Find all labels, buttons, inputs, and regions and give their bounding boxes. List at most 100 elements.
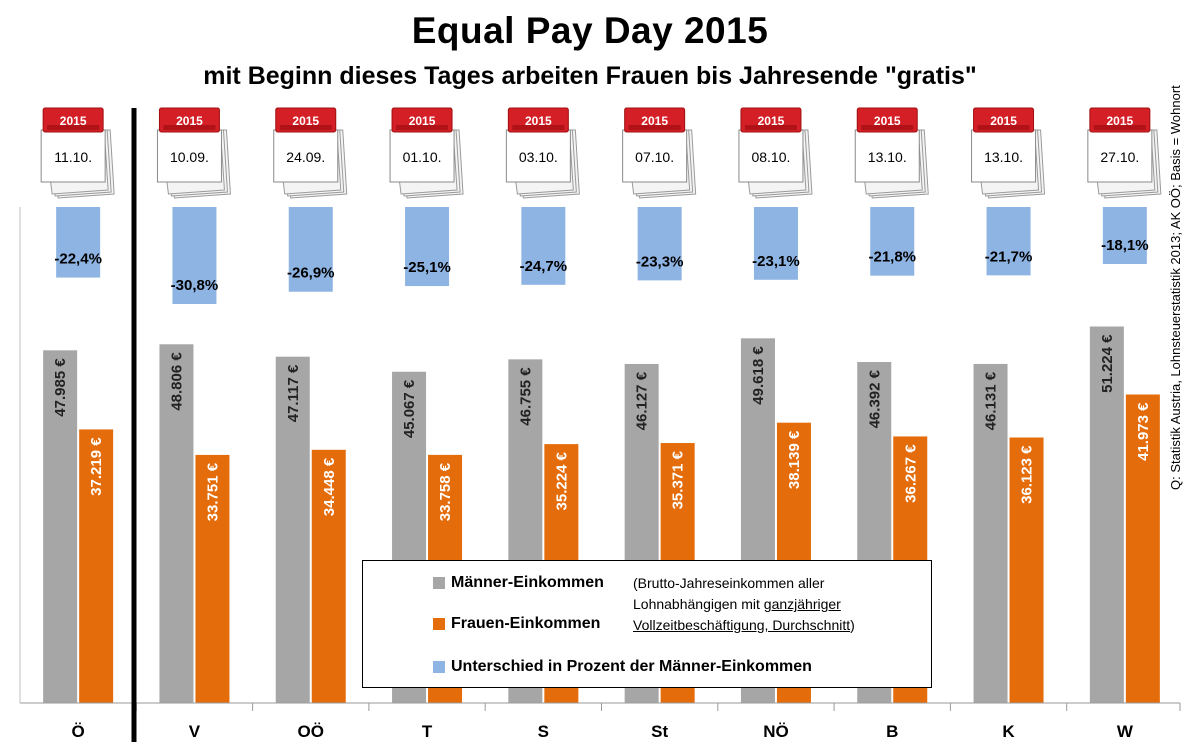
- diff-bar: [172, 207, 217, 305]
- legend-label-women: Frauen-Einkommen: [451, 615, 601, 632]
- legend-box: Männer-Einkommen Frauen-Einkommen Unters…: [362, 560, 932, 688]
- calendar-icon: 2015 13.10.: [971, 107, 1046, 199]
- calendar-icon: 2015 03.10.: [505, 107, 580, 199]
- diff-bar: [1102, 207, 1147, 265]
- calendar-year: 2015: [758, 114, 785, 128]
- men-value-label: 46.392 €: [866, 369, 883, 428]
- calendar-year: 2015: [176, 114, 203, 128]
- calendar-sheet-icon: [971, 129, 1037, 183]
- calendar-year: 2015: [60, 114, 87, 128]
- legend-note-line3-b: ): [850, 617, 855, 633]
- diff-label: -18,1%: [1101, 237, 1149, 254]
- calendar-sheet-icon: [40, 129, 106, 183]
- legend-note-line2: Lohnabhängigen mit ganzjähriger: [633, 594, 855, 615]
- men-value-label: 51.224 €: [1099, 334, 1116, 393]
- women-value-label: 33.758 €: [437, 462, 454, 521]
- calendar-sheet-icon: [622, 129, 688, 183]
- calendar-sheet-icon: [738, 129, 804, 183]
- category-label: NÖ: [763, 722, 789, 741]
- calendar-date: 03.10.: [519, 149, 558, 165]
- calendar-icon: 2015 07.10.: [622, 107, 697, 199]
- chart-title: Equal Pay Day 2015: [411, 10, 769, 51]
- diff-bar: [405, 207, 450, 287]
- men-value-label: 46.127 €: [634, 371, 651, 430]
- calendar-sheet-icon: [389, 129, 455, 183]
- calendar-date: 01.10.: [403, 149, 442, 165]
- diff-bar: [288, 207, 333, 292]
- calendar-icon: 2015 01.10.: [389, 107, 464, 199]
- women-value-label: 34.448 €: [321, 457, 338, 516]
- men-bar: [1089, 326, 1124, 703]
- diff-label: -25,1%: [403, 259, 451, 276]
- calendar-binding-icon: [512, 125, 565, 130]
- calendar-icon: 2015 10.09.: [156, 107, 231, 199]
- women-value-label: 37.219 €: [88, 437, 105, 496]
- men-bar: [43, 350, 78, 703]
- women-bar: [1125, 394, 1160, 703]
- difference-bars-layer: -22,4% -30,8% -26,9% -25,1% -24,7% -23,3% -23,…: [54, 207, 1149, 305]
- men-bar: [159, 344, 194, 703]
- calendar-sheet-icon: [505, 129, 571, 183]
- calendar-binding-icon: [861, 125, 914, 130]
- calendar-binding-icon: [628, 125, 681, 130]
- legend-swatch-men: [433, 577, 445, 589]
- calendar-binding-icon: [977, 125, 1030, 130]
- category-label: B: [886, 722, 898, 741]
- diff-label: -21,7%: [985, 248, 1033, 265]
- women-value-label: 38.139 €: [786, 430, 803, 489]
- calendar-icon: 2015 11.10.: [40, 107, 115, 199]
- legend-note-line2-b: ganzjähriger: [763, 596, 841, 612]
- category-label: K: [1002, 722, 1015, 741]
- men-value-label: 45.067 €: [401, 379, 418, 438]
- men-value-label: 47.117 €: [285, 364, 302, 422]
- legend-swatch-women: [433, 618, 445, 630]
- calendar-icon: 2015 08.10.: [738, 107, 813, 199]
- category-label: W: [1117, 722, 1134, 741]
- calendar-icon: 2015 27.10.: [1087, 107, 1162, 199]
- men-value-label: 48.806 €: [168, 352, 185, 411]
- calendar-binding-icon: [47, 125, 100, 130]
- diff-label: -22,4%: [54, 251, 102, 268]
- men-value-label: 46.755 €: [517, 367, 534, 426]
- diff-bar: [753, 207, 798, 280]
- calendar-date: 13.10.: [868, 149, 907, 165]
- category-label: V: [189, 722, 201, 741]
- calendar-date: 11.10.: [54, 149, 92, 165]
- diff-bar: [521, 207, 566, 285]
- legend-item-diff: Unterschied in Prozent der Männer-Einkom…: [433, 658, 812, 676]
- men-bar: [275, 356, 310, 703]
- men-value-label: 47.985 €: [52, 358, 69, 417]
- calendar-year: 2015: [525, 114, 552, 128]
- diff-bar: [56, 207, 101, 278]
- women-value-label: 35.371 €: [670, 450, 687, 509]
- diff-label: -26,9%: [287, 265, 335, 282]
- calendar-binding-icon: [279, 125, 332, 130]
- women-bar: [311, 449, 346, 703]
- women-value-label: 33.751 €: [204, 462, 221, 521]
- calendar-date: 27.10.: [1100, 149, 1139, 165]
- legend-swatch-diff: [433, 661, 445, 673]
- legend-note-line3: Vollzeitbeschäftigung, Durchschnitt): [633, 615, 855, 636]
- calendar-sheet-icon: [156, 129, 222, 183]
- legend-label-diff: Unterschied in Prozent der Männer-Einkom…: [451, 658, 812, 675]
- women-bar: [195, 454, 230, 703]
- women-bar: [1009, 437, 1044, 703]
- calendar-year: 2015: [1106, 114, 1133, 128]
- legend-item-men: Männer-Einkommen: [433, 574, 604, 592]
- diff-label: -30,8%: [171, 277, 219, 294]
- men-value-label: 49.618 €: [750, 346, 767, 405]
- women-value-label: 41.973 €: [1135, 402, 1152, 461]
- calendar-year: 2015: [990, 114, 1017, 128]
- category-label: St: [651, 722, 668, 741]
- calendar-sheet-icon: [854, 129, 920, 183]
- legend-note-line2-a: Lohnabhängigen mit: [633, 596, 764, 612]
- women-bar: [79, 429, 114, 703]
- legend-label-men: Männer-Einkommen: [451, 574, 604, 591]
- calendar-date: 24.09.: [286, 149, 325, 165]
- category-label: S: [538, 722, 549, 741]
- calendar-year: 2015: [874, 114, 901, 128]
- diff-bar: [986, 207, 1031, 276]
- calendar-binding-icon: [396, 125, 449, 130]
- calendar-icon: 2015 24.09.: [273, 107, 348, 199]
